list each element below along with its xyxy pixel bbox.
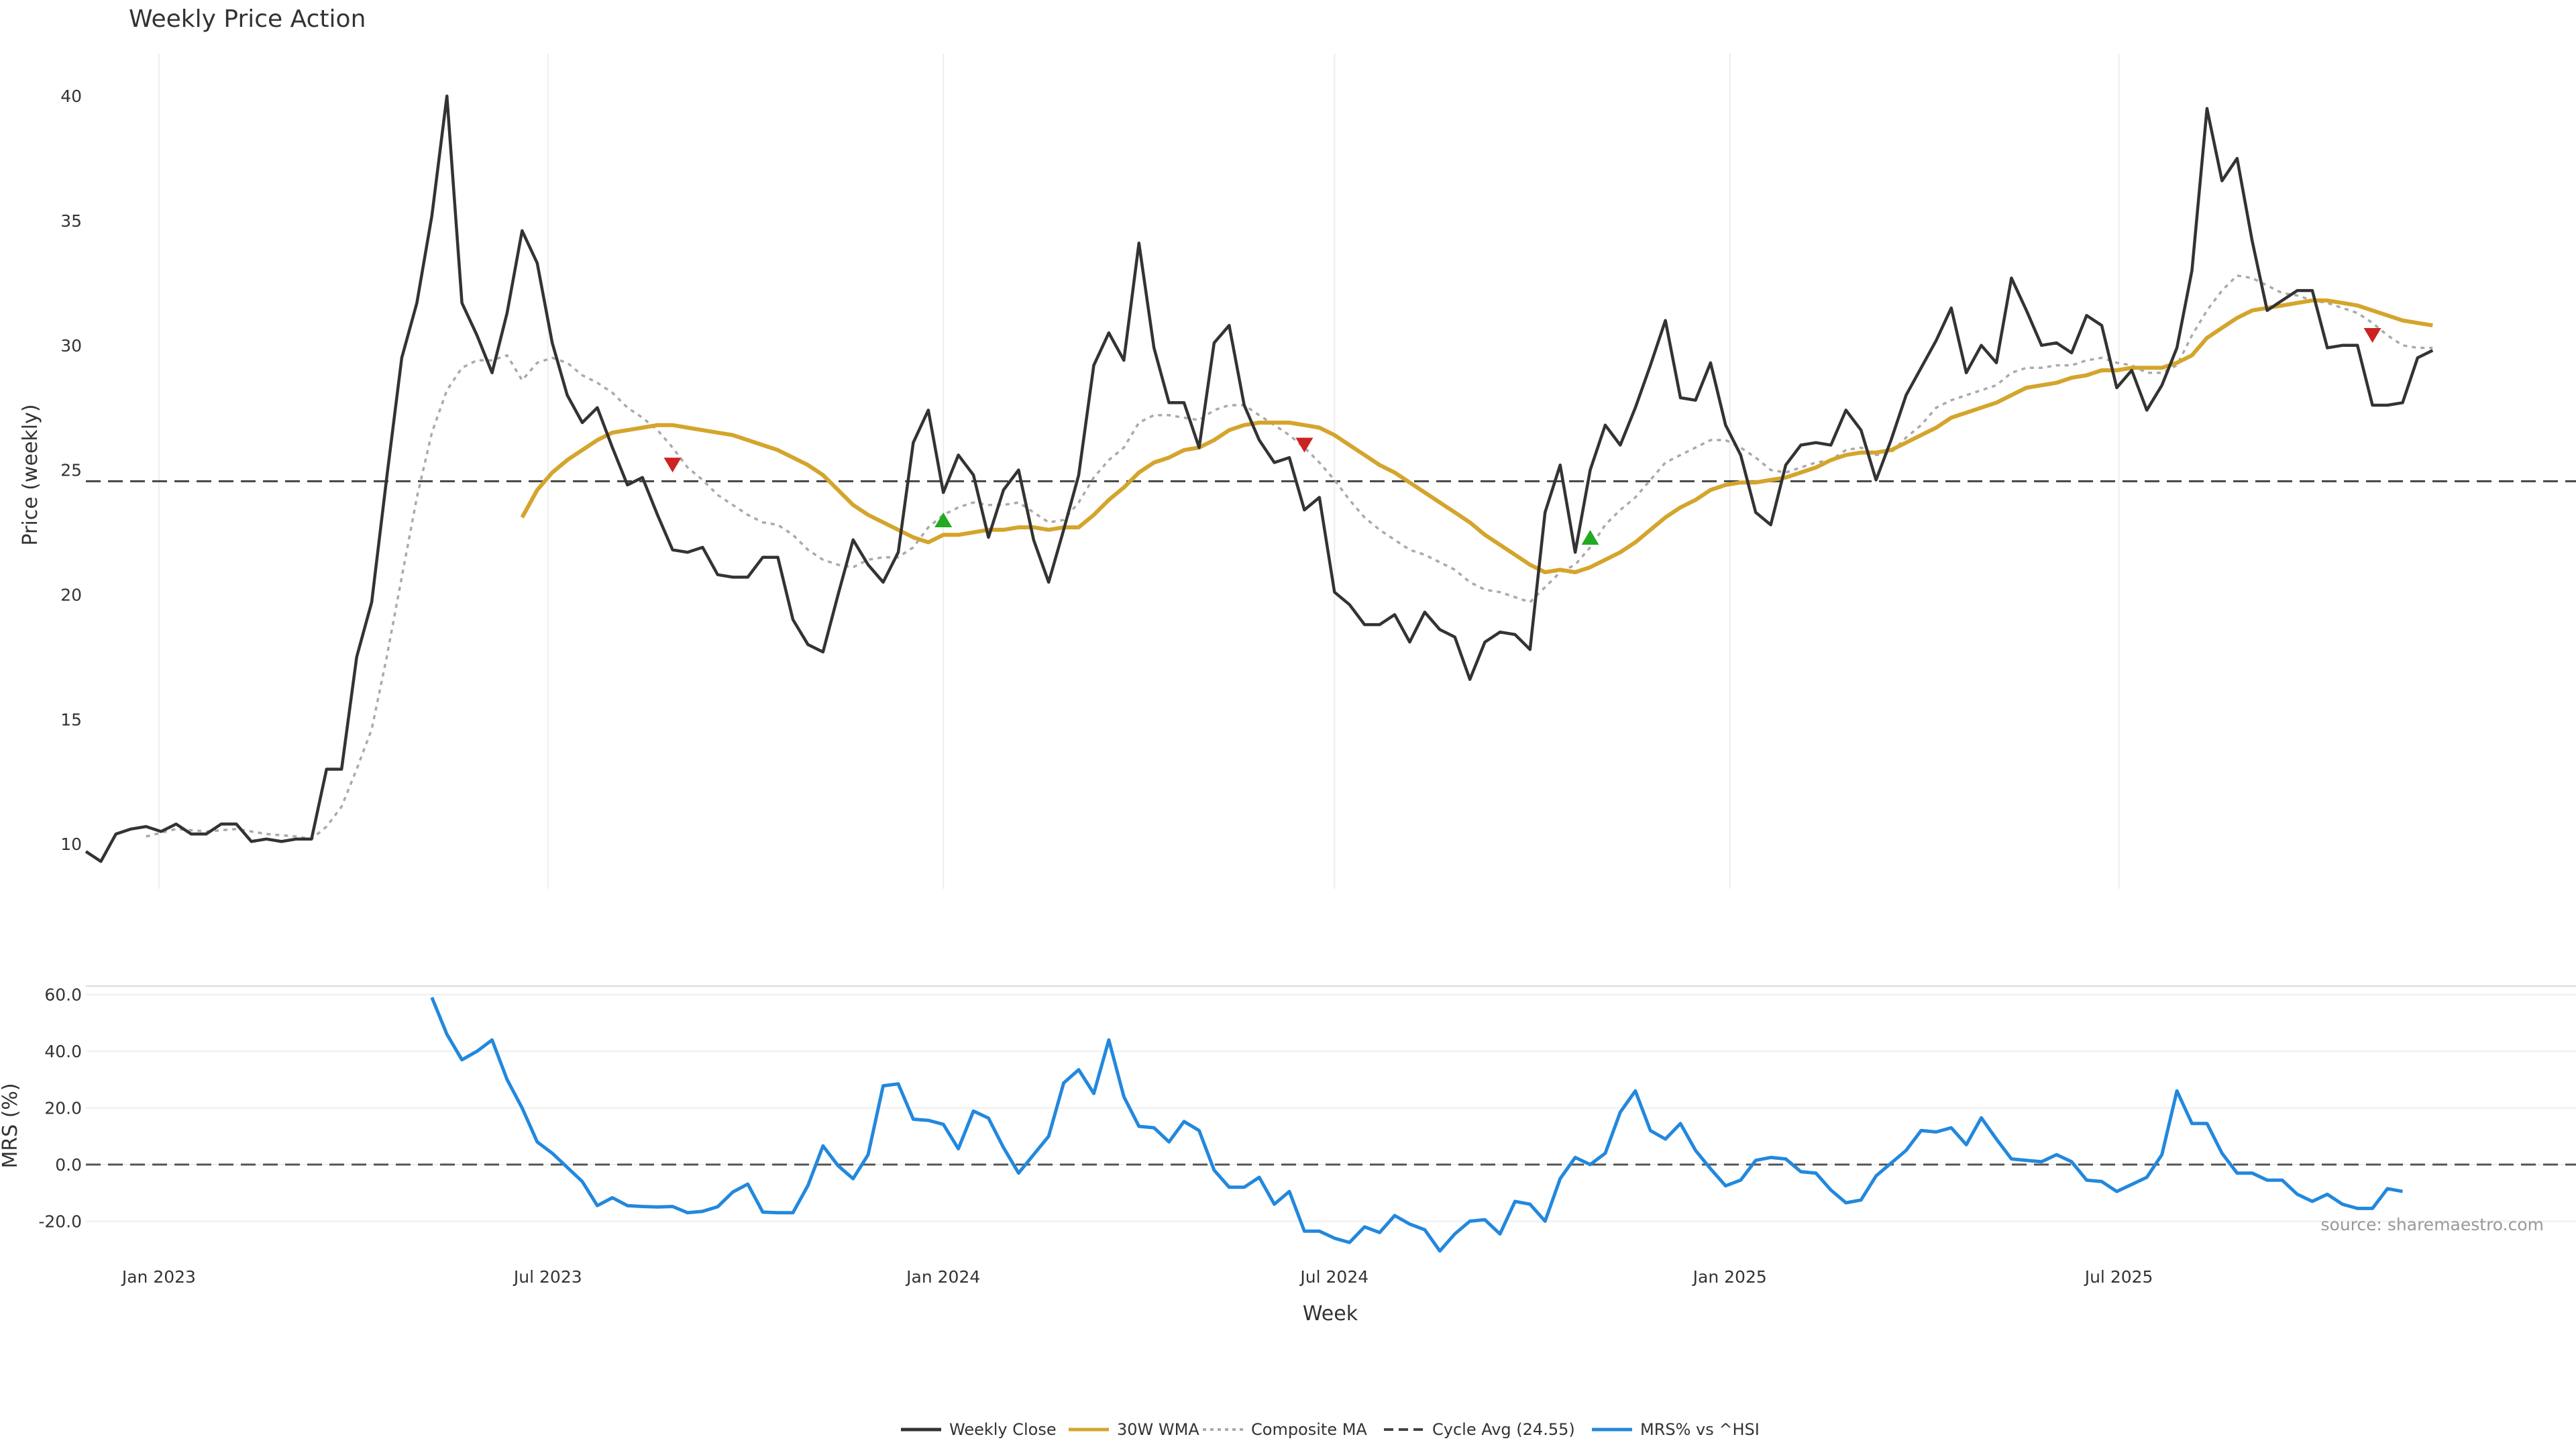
series-composite-ma	[146, 274, 2433, 841]
price-y-axis-ticks: 10 15 20 25 30 35 40	[60, 87, 82, 854]
x-tick-label: Jul 2025	[2084, 1267, 2153, 1287]
price-y-tick-label: 35	[60, 211, 82, 231]
mrs-y-tick-label: -20.0	[38, 1212, 82, 1231]
price-panel-gridlines	[158, 54, 2120, 889]
signal-markers	[663, 327, 2381, 545]
price-y-axis-label: Price (weekly)	[19, 404, 42, 545]
x-tick-label: Jul 2024	[1299, 1267, 1368, 1287]
sell-signal-marker	[1295, 437, 1313, 453]
x-tick-label: Jan 2024	[905, 1267, 980, 1287]
legend-label: Composite MA	[1251, 1420, 1367, 1439]
mrs-y-tick-label: 0.0	[55, 1155, 82, 1175]
source-note: source: sharemaestro.com	[2321, 1215, 2544, 1234]
sell-signal-marker	[2363, 327, 2381, 343]
mrs-y-axis-ticks: -20.0 0.0 20.0 40.0 60.0	[38, 985, 82, 1232]
series-30w-wma	[520, 298, 2433, 574]
x-axis-label: Week	[1303, 1302, 1358, 1326]
series-weekly-close	[85, 94, 2434, 863]
sell-signal-marker	[663, 458, 682, 473]
series-mrs	[430, 996, 2403, 1253]
buy-signal-marker	[1581, 529, 1599, 545]
price-y-tick-label: 40	[60, 87, 82, 106]
mrs-y-tick-label: 20.0	[44, 1099, 82, 1118]
buy-signal-marker	[934, 512, 953, 527]
legend-label: 30W WMA	[1117, 1420, 1199, 1439]
price-y-tick-label: 30	[60, 336, 82, 356]
legend-label: Weekly Close	[949, 1420, 1057, 1439]
legend-label: Cycle Avg (24.55)	[1432, 1420, 1575, 1439]
mrs-y-tick-label: 40.0	[44, 1042, 82, 1061]
x-tick-label: Jan 2023	[121, 1267, 196, 1287]
chart-title: Weekly Price Action	[129, 5, 366, 33]
x-axis-ticks: Jan 2023 Jul 2023 Jan 2024 Jul 2024 Jan 2025…	[121, 1267, 2153, 1287]
price-series	[85, 94, 2434, 863]
mrs-y-tick-label: 60.0	[44, 985, 82, 1005]
legend: Weekly Close 30W WMA Composite MA Cycle Avg…	[901, 1420, 1760, 1439]
price-y-tick-label: 20	[60, 585, 82, 604]
price-y-tick-label: 10	[60, 835, 82, 854]
price-y-tick-label: 25	[60, 461, 82, 480]
price-y-tick-label: 15	[60, 710, 82, 729]
legend-label: MRS% vs ^HSI	[1640, 1420, 1760, 1439]
mrs-y-axis-label: MRS (%)	[0, 1083, 22, 1168]
x-tick-label: Jul 2023	[513, 1267, 582, 1287]
mrs-series	[430, 996, 2403, 1253]
x-tick-label: Jan 2025	[1692, 1267, 1767, 1287]
